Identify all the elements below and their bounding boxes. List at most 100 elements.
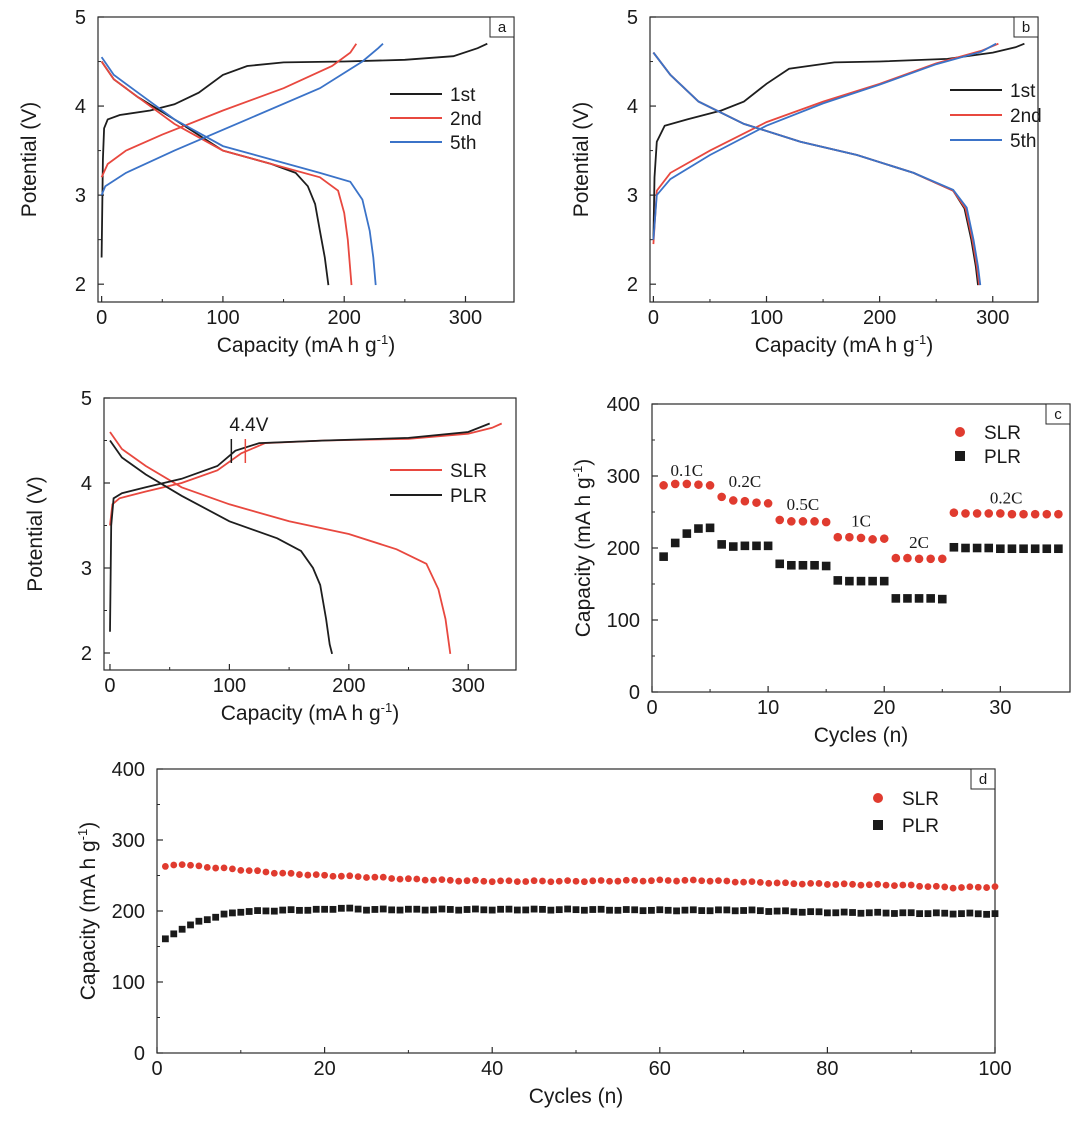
point-PLR <box>807 908 815 916</box>
x-tick-label: 10 <box>757 697 779 719</box>
point-SLR <box>664 877 672 884</box>
point-PLR <box>874 908 882 916</box>
legend-marker <box>955 451 965 461</box>
point-PLR <box>622 906 630 913</box>
point-PLR <box>463 906 471 913</box>
point-PLR <box>740 541 750 551</box>
point-PLR <box>723 906 731 914</box>
point-PLR <box>178 925 186 933</box>
point-SLR <box>717 492 726 502</box>
y-tick-label: 300 <box>112 830 145 852</box>
point-PLR <box>505 905 513 913</box>
point-PLR <box>717 540 726 549</box>
legend-label: 1st <box>1010 81 1036 102</box>
y-axis-label-main: Potential (V) <box>570 102 593 218</box>
point-PLR <box>329 905 337 913</box>
point-SLR <box>631 876 639 884</box>
point-PLR <box>648 906 655 914</box>
point-SLR <box>787 517 796 526</box>
point-PLR <box>229 909 236 917</box>
point-SLR <box>966 883 974 891</box>
series-2nd-charge <box>652 42 999 245</box>
x-tick-label: 30 <box>989 697 1011 719</box>
point-SLR <box>891 553 901 563</box>
point-SLR <box>810 517 819 526</box>
point-SLR <box>1042 509 1052 519</box>
y-tick-label: 5 <box>627 7 638 29</box>
point-PLR <box>1007 544 1017 554</box>
series-5th-charge <box>100 43 384 196</box>
x-tick-label: 40 <box>481 1058 503 1080</box>
y-axis-label-main: Capacity (mA h g <box>572 477 595 637</box>
legend-label: SLR <box>902 789 939 810</box>
rate-label: 0.2C <box>729 472 762 491</box>
x-tick-label: 0 <box>648 307 659 329</box>
point-SLR <box>763 499 773 508</box>
point-PLR <box>421 906 429 914</box>
point-SLR <box>731 878 739 886</box>
point-PLR <box>530 905 538 913</box>
point-SLR <box>706 877 714 885</box>
point-PLR <box>932 909 940 917</box>
point-SLR <box>833 532 843 542</box>
point-PLR <box>715 906 722 914</box>
point-PLR <box>937 594 947 604</box>
point-SLR <box>807 879 815 887</box>
point-SLR <box>580 878 588 886</box>
y-axis-label-main: Potential (V) <box>18 102 41 218</box>
point-SLR <box>689 876 697 884</box>
point-SLR <box>715 877 722 885</box>
point-SLR <box>279 869 287 877</box>
series-5th-charge <box>652 42 997 240</box>
y-tick-label: 4 <box>75 96 86 118</box>
x-tick-label: 20 <box>313 1058 335 1080</box>
panel-a: 0 100 200 300 2 3 4 5 Capacity (mA h g-1) Potenti… <box>18 7 515 357</box>
point-SLR <box>728 496 738 505</box>
point-PLR <box>840 908 848 916</box>
panel-label-box <box>970 768 996 790</box>
point-PLR <box>756 907 764 915</box>
panel-e: 0 100 200 300 2 3 4 5 Capacity (mA h g-1) Potenti… <box>24 388 517 725</box>
point-PLR <box>572 906 580 914</box>
point-SLR <box>513 878 521 886</box>
point-PLR <box>597 905 605 913</box>
series-SLR-charge <box>109 422 503 526</box>
point-SLR <box>1019 509 1028 519</box>
point-SLR <box>972 509 982 518</box>
point-PLR <box>337 904 345 912</box>
point-SLR <box>388 875 396 882</box>
y-tick-label: 4 <box>81 473 92 495</box>
y-tick-label: 3 <box>627 185 638 207</box>
y-axis-label: Capacity (mA h g-1) <box>75 822 100 1000</box>
point-SLR <box>856 533 866 543</box>
rate-label: 0.2C <box>990 488 1023 507</box>
point-PLR <box>673 907 680 915</box>
point-PLR <box>639 907 647 915</box>
point-SLR <box>773 879 781 887</box>
series-PLR-discharge <box>109 439 333 655</box>
point-PLR <box>522 906 530 914</box>
point-PLR <box>480 906 488 914</box>
point-SLR <box>371 873 379 881</box>
y-tick-label: 2 <box>627 274 638 296</box>
point-SLR <box>790 880 798 888</box>
point-PLR <box>371 906 379 913</box>
point-SLR <box>329 872 337 880</box>
point-PLR <box>773 907 781 915</box>
y-tick-label: 5 <box>75 7 86 29</box>
x-tick-label: 20 <box>873 697 895 719</box>
point-PLR <box>974 910 982 918</box>
point-PLR <box>547 906 555 914</box>
point-PLR <box>296 906 303 914</box>
point-SLR <box>606 877 613 885</box>
point-PLR <box>446 906 454 913</box>
series-PLR-charge <box>109 422 491 632</box>
series-5th-discharge <box>100 56 377 286</box>
x-tick-label: 100 <box>750 307 783 329</box>
y-axis-label-sup: -1 <box>570 466 585 478</box>
point-PLR <box>614 906 622 914</box>
point-SLR <box>312 871 320 879</box>
plot-frame <box>97 16 515 303</box>
point-SLR <box>903 553 912 563</box>
panel-b: 0 100 200 300 2 3 4 5 Capacity (mA h g-1) Potenti… <box>570 7 1042 357</box>
